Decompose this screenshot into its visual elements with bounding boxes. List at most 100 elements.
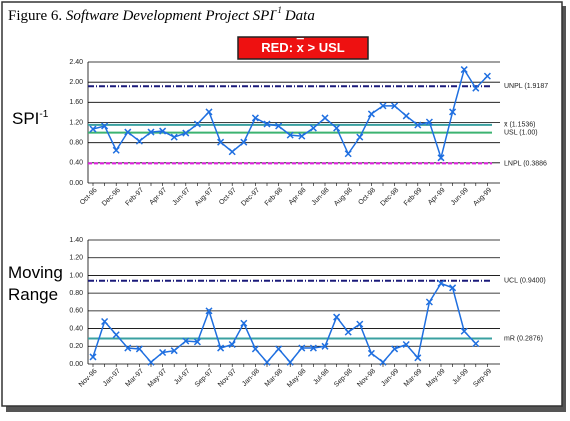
point-marker (112, 146, 120, 154)
point-marker (101, 122, 109, 130)
point-marker (414, 354, 422, 362)
point-marker (356, 133, 364, 141)
point-marker (309, 344, 317, 352)
point-marker (112, 331, 120, 339)
point-marker (472, 84, 480, 92)
y-axis-label: Moving Range (8, 263, 63, 304)
point-marker (89, 125, 97, 133)
point-marker (135, 345, 143, 353)
point-marker (356, 320, 364, 328)
y-tick-label: 0.00 (69, 361, 83, 368)
title-sup: -1 (274, 5, 282, 15)
y-tick-label: 1.40 (69, 237, 83, 244)
point-marker (379, 102, 387, 110)
point-marker (309, 124, 317, 132)
point-marker (228, 340, 236, 349)
y-tick-label: 1.20 (69, 119, 83, 126)
series-line (92, 282, 477, 364)
y-tick-label: 0.40 (69, 325, 83, 332)
point-marker (170, 133, 178, 141)
point-marker (402, 112, 410, 120)
point-marker (275, 345, 283, 353)
y-tick-label: 1.60 (69, 99, 83, 106)
point-marker (402, 340, 410, 349)
reference-label: x̄ (1.1536) (504, 122, 536, 129)
point-marker (89, 353, 97, 361)
point-marker (193, 338, 201, 346)
point-marker (449, 284, 457, 292)
point-marker (275, 122, 283, 130)
point-marker (182, 337, 190, 345)
point-marker (344, 150, 352, 158)
point-marker (321, 342, 329, 350)
point-marker (460, 327, 468, 335)
note-symbol: x (297, 40, 305, 55)
point-marker (147, 358, 155, 366)
point-marker (437, 154, 445, 162)
point-marker (205, 108, 213, 116)
point-marker (414, 121, 422, 129)
point-marker (298, 132, 306, 140)
point-marker (101, 317, 109, 326)
point-marker (379, 358, 387, 366)
point-marker (286, 131, 294, 139)
point-marker (263, 120, 271, 128)
y-tick-label: 0.60 (69, 308, 83, 315)
y-tick-label: 0.40 (69, 160, 83, 167)
title-main: Software Development Project SPI (66, 8, 275, 24)
y-axis-label: SPI-1 (12, 109, 49, 129)
point-marker (124, 128, 132, 136)
y-tick-label: 0.80 (69, 290, 83, 297)
y-axis-label-box: Moving Range (8, 263, 63, 304)
point-marker (240, 138, 248, 146)
reference-label: LNPL (0.3886 (504, 160, 547, 167)
y-tick-label: 1.00 (69, 272, 83, 279)
reference-label: UNPL (1.9187 (504, 83, 548, 90)
note-prefix: RED: (261, 40, 293, 55)
point-marker (333, 124, 341, 132)
point-marker (425, 298, 433, 306)
point-marker (391, 345, 399, 353)
point-marker (228, 148, 236, 156)
point-marker (298, 344, 306, 352)
point-marker (240, 319, 248, 327)
point-marker (182, 129, 190, 137)
point-marker (147, 128, 155, 136)
title-end: Data (284, 8, 315, 24)
title-prefix: Figure 6. (8, 8, 62, 24)
figure-title: Figure 6. Software Development Project S… (8, 5, 315, 24)
y-tick-label: 0.00 (69, 180, 83, 187)
point-marker (344, 328, 352, 336)
point-marker (217, 138, 225, 146)
point-marker (159, 348, 167, 357)
point-marker (367, 110, 375, 118)
point-marker (391, 102, 399, 110)
y-tick-label: 2.40 (69, 59, 83, 66)
y-tick-label: 1.20 (69, 255, 83, 262)
reference-label: USL (1.00) (504, 129, 538, 136)
point-marker (472, 340, 480, 348)
y-label-sup: -1 (39, 109, 48, 120)
point-marker (321, 114, 329, 122)
point-marker (170, 347, 178, 355)
y-tick-label: 0.80 (69, 140, 83, 147)
point-marker (193, 120, 201, 128)
point-marker (205, 307, 213, 315)
point-marker (251, 345, 259, 353)
note: RED: x > USL (261, 40, 345, 55)
reference-label: UCL (0.9400) (504, 278, 546, 285)
point-marker (251, 114, 259, 122)
point-marker (425, 118, 433, 126)
point-marker (159, 127, 167, 135)
point-marker (124, 344, 132, 352)
point-marker (263, 358, 271, 366)
reference-label: mR (0.2876) (504, 335, 543, 342)
point-marker (286, 358, 294, 366)
y-tick-label: 2.00 (69, 79, 83, 86)
y-tick-label: 0.20 (69, 343, 83, 350)
y-label-main: SPI (12, 109, 39, 128)
point-marker (367, 349, 375, 357)
point-marker (483, 72, 491, 80)
note-suffix: > USL (308, 40, 345, 55)
